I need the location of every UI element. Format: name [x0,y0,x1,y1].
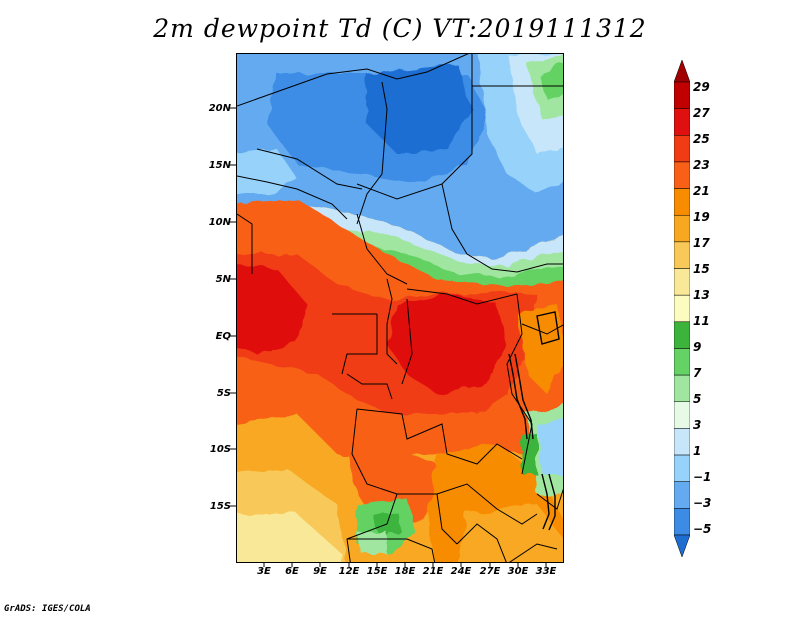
lat-label-15n: 15N [208,160,231,171]
lat-label-eq: EQ [215,331,231,342]
colorbar [674,60,690,557]
colorbar-swatch [674,188,690,216]
colorbar-swatch [674,508,690,536]
colorbar-label-5: 5 [693,392,702,406]
colorbar-swatch [674,374,690,403]
colorbar-label-neg1: −1 [693,470,712,484]
colorbar-swatch [674,428,690,456]
colorbar-swatch [674,161,690,189]
colorbar-label-1: 1 [693,444,702,458]
lon-label-27e: 27E [479,566,501,577]
colorbar-swatch [674,268,690,296]
lon-label-18e: 18E [394,566,416,577]
colorbar-swatch [674,60,690,83]
colorbar-swatch [674,81,690,109]
colorbar-label-27: 27 [693,106,710,120]
lon-label-24e: 24E [450,566,472,577]
colorbar-swatch [674,108,690,136]
lon-label-3e: 3E [257,566,271,577]
colorbar-label-7: 7 [693,366,702,380]
colorbar-label-19: 19 [693,210,710,224]
lon-label-6e: 6E [285,566,299,577]
colorbar-swatch [674,534,690,557]
lon-label-15e: 15E [366,566,388,577]
lon-label-30e: 30E [507,566,529,577]
lat-label-10n: 10N [208,217,231,228]
dewpoint-map [236,53,564,563]
colorbar-swatch [674,135,690,163]
colorbar-swatch [674,481,690,509]
colorbar-label-neg3: −3 [693,496,712,510]
colorbar-swatch [674,214,690,243]
colorbar-swatch [674,241,690,269]
colorbar-label-9: 9 [693,340,702,354]
colorbar-label-13: 13 [693,288,710,302]
lat-label-5s: 5S [216,388,231,399]
lat-label-15s: 15S [209,501,231,512]
lat-ticks [229,107,236,507]
lon-label-9e: 9E [313,566,327,577]
map-title: 2m dewpoint Td (C) VT:2019111312 [153,14,647,43]
colorbar-swatch [674,454,690,482]
lon-label-12e: 12E [338,566,360,577]
colorbar-label-29: 29 [693,80,710,94]
lon-label-33e: 33E [535,566,557,577]
colorbar-swatch [674,401,690,429]
colorbar-label-11: 11 [693,314,710,328]
colorbar-swatch [674,294,690,323]
lat-label-10s: 10S [209,444,231,455]
lon-ticks [263,562,547,567]
dewpoint-field [237,54,563,562]
colorbar-swatch [674,348,690,376]
colorbar-label-neg5: −5 [693,522,712,536]
lat-label-20n: 20N [208,103,231,114]
colorbar-label-25: 25 [693,132,710,146]
lat-label-5n: 5N [215,274,231,285]
colorbar-swatch [674,321,690,349]
lon-label-21e: 21E [422,566,444,577]
colorbar-label-3: 3 [693,418,702,432]
grads-credit: GrADS: IGES/COLA [4,604,91,614]
colorbar-label-15: 15 [693,262,710,276]
colorbar-label-21: 21 [693,184,710,198]
colorbar-label-17: 17 [693,236,710,250]
colorbar-label-23: 23 [693,158,710,172]
